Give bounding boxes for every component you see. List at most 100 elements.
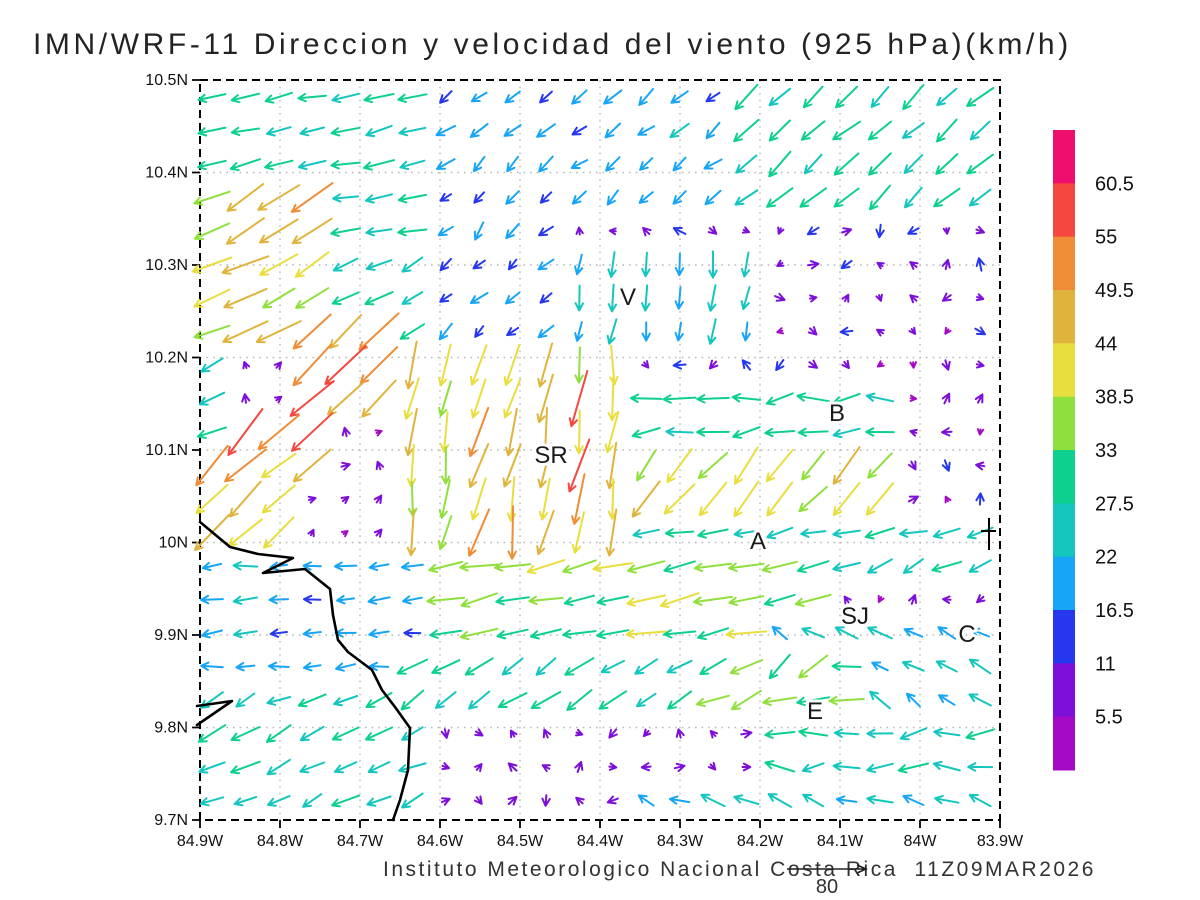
- wind-arrow: [191, 256, 233, 274]
- wind-arrow: [976, 594, 986, 604]
- colorbar-segment: [1053, 450, 1075, 504]
- wind-arrow: [223, 287, 268, 309]
- colorbar-segment: [1053, 183, 1075, 238]
- wind-arrow: [606, 795, 619, 805]
- wind-arrow: [875, 223, 885, 239]
- wind-arrow: [368, 628, 390, 639]
- wind-arrow: [605, 508, 618, 557]
- colorbar-label: 11: [1095, 653, 1116, 675]
- map-label-a: A: [750, 528, 766, 555]
- wind-arrow: [530, 628, 562, 640]
- wind-arrow: [535, 657, 557, 676]
- map-label-b: B: [829, 400, 845, 427]
- wind-arrow: [728, 595, 765, 607]
- colorbar-label: 5.5: [1095, 707, 1123, 729]
- wind-arrow: [832, 482, 861, 516]
- wind-arrow: [200, 594, 224, 605]
- wind-arrow: [835, 85, 859, 109]
- wind-arrow: [193, 190, 231, 206]
- wind-arrow: [875, 293, 883, 302]
- wind-arrow: [574, 284, 584, 312]
- colorbar-label: 55: [1095, 227, 1117, 249]
- wind-arrow: [268, 594, 290, 605]
- wind-arrow: [399, 159, 426, 170]
- x-tick-label: 84.1W: [817, 833, 864, 850]
- wind-arrow: [373, 494, 383, 505]
- wind-arrow: [909, 361, 917, 369]
- wind-arrow: [267, 795, 291, 807]
- wind-arrow: [663, 483, 696, 515]
- wind-arrow: [802, 793, 825, 808]
- wind-arrow: [567, 438, 591, 493]
- wind-arrow: [627, 560, 666, 574]
- wind-arrow: [705, 121, 721, 140]
- wind-arrow: [506, 476, 517, 522]
- wind-arrow: [574, 321, 584, 342]
- wind-arrow: [631, 480, 661, 518]
- wind-arrow: [809, 294, 818, 303]
- wind-arrow: [469, 292, 489, 304]
- wind-arrow: [324, 345, 367, 385]
- wind-arrow: [672, 190, 687, 205]
- wind-arrow: [398, 762, 427, 774]
- wind-arrow: [505, 190, 520, 205]
- wind-arrow: [637, 125, 656, 136]
- wind-arrow: [340, 461, 351, 471]
- wind-arrow: [669, 122, 690, 139]
- wind-arrow: [641, 284, 651, 312]
- wind-arrow: [966, 87, 995, 107]
- wind-arrow: [868, 120, 892, 141]
- footer-credit: Instituto Meteorologico Nacional Costa R…: [383, 858, 1096, 881]
- wind-arrow: [877, 594, 885, 603]
- wind-arrow: [401, 792, 424, 809]
- wind-arrow: [198, 391, 226, 406]
- wind-arrow: [201, 629, 223, 639]
- wind-arrow: [225, 217, 265, 245]
- wind-arrow: [735, 154, 758, 174]
- wind-arrow: [659, 592, 700, 608]
- map-label-sj: SJ: [841, 603, 869, 630]
- wind-arrow: [509, 729, 518, 739]
- wind-arrow: [897, 762, 930, 774]
- wind-arrow: [663, 560, 696, 574]
- wind-arrow: [193, 288, 231, 308]
- wind-arrow: [536, 123, 556, 138]
- wind-arrow: [574, 346, 584, 384]
- wind-arrow: [674, 321, 684, 342]
- wind-arrow: [368, 561, 390, 572]
- wind-arrow: [505, 222, 520, 240]
- wind-arrow: [473, 795, 483, 805]
- wind-arrow: [537, 342, 554, 388]
- wind-arrow: [765, 392, 794, 406]
- wind-arrow: [227, 518, 263, 547]
- wind-arrow: [439, 293, 453, 303]
- wind-arrow: [762, 696, 798, 707]
- wind-arrow: [437, 225, 454, 237]
- wind-arrow: [464, 657, 494, 676]
- wind-arrow: [908, 326, 917, 335]
- wind-arrow: [289, 380, 335, 417]
- wind-arrow: [439, 257, 452, 272]
- wind-arrow: [665, 427, 694, 437]
- colorbar-segment: [1053, 556, 1075, 611]
- wind-arrow: [261, 484, 296, 514]
- wind-arrow: [761, 560, 798, 574]
- wind-arrow: [539, 90, 553, 104]
- x-tick-label: 84.5W: [497, 833, 544, 850]
- wind-arrow: [504, 90, 521, 104]
- wind-arrow: [707, 762, 717, 771]
- wind-arrow: [969, 658, 992, 675]
- wind-arrow: [497, 692, 528, 708]
- wind-arrow: [734, 446, 759, 485]
- wind-arrow: [302, 662, 322, 672]
- wind-arrow: [904, 186, 923, 209]
- wind-arrow: [841, 359, 850, 370]
- wind-arrow: [666, 659, 693, 674]
- wind-arrow: [799, 187, 827, 208]
- map-label-sr: SR: [534, 442, 567, 469]
- wind-arrow: [222, 320, 269, 344]
- station-marker: [981, 518, 996, 550]
- wind-arrow: [331, 726, 360, 741]
- wind-arrow: [332, 257, 359, 272]
- wind-arrow: [474, 763, 483, 773]
